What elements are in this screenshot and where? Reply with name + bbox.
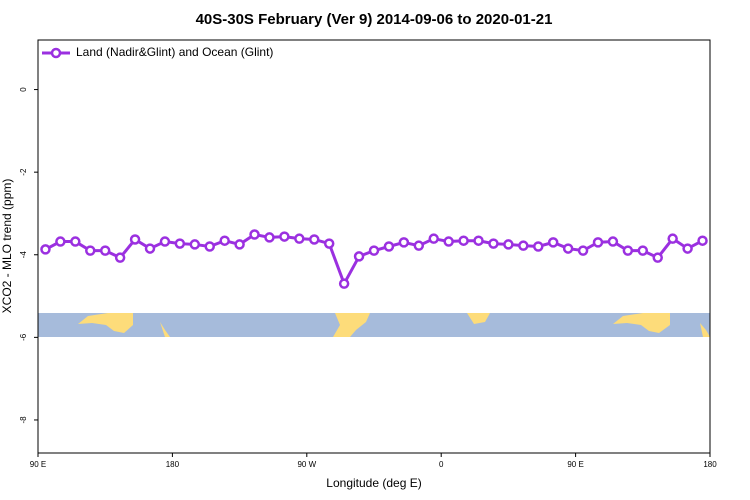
y-tick-label: 0 [19, 87, 28, 92]
x-tick-label: 0 [439, 460, 444, 469]
x-tick-label: 90 E [567, 460, 583, 469]
data-point [637, 245, 649, 256]
x-axis-label: Longitude (deg E) [326, 476, 421, 490]
data-point [129, 234, 141, 245]
chart-title: 40S-30S February (Ver 9) 2014-09-06 to 2… [196, 11, 553, 28]
data-point [279, 231, 290, 242]
data-point [473, 235, 484, 246]
data-point [562, 243, 574, 254]
data-point [249, 229, 260, 240]
data-point [368, 245, 380, 256]
data-point [682, 243, 693, 254]
data-point [189, 239, 201, 250]
plot-frame [37, 39, 711, 454]
y-tick-label: -8 [19, 416, 28, 424]
data-line [44, 232, 704, 288]
data-point [40, 244, 51, 255]
legend-marker [50, 47, 62, 59]
x-tick-label: 180 [166, 460, 180, 469]
data-point [607, 236, 619, 247]
data-point [219, 235, 230, 246]
y-axis-label: XCO2 - MLO trend (ppm) [0, 179, 14, 314]
data-point [592, 237, 604, 248]
data-point [353, 251, 365, 262]
x-tick-label: 180 [703, 460, 717, 469]
data-point [294, 233, 305, 244]
data-point [577, 245, 589, 256]
data-point [323, 238, 335, 249]
data-point [159, 236, 171, 247]
data-point [547, 237, 559, 248]
data-point [503, 239, 514, 250]
data-point [383, 241, 395, 252]
data-point [174, 238, 186, 249]
data-point [85, 245, 96, 256]
data-point [667, 233, 678, 244]
data-point [204, 241, 215, 252]
x-tick-label: 90 E [30, 460, 46, 469]
y-tick-label: -6 [19, 333, 28, 341]
data-point [264, 232, 275, 243]
data-point [144, 243, 156, 254]
data-point [488, 238, 499, 249]
data-point [99, 245, 111, 256]
map-strip [38, 313, 710, 337]
data-point [398, 237, 410, 248]
data-point [458, 235, 469, 246]
data-point [652, 252, 663, 263]
y-tick-label: -2 [19, 168, 28, 176]
data-point [533, 241, 544, 252]
data-point [70, 236, 81, 247]
data-point [234, 239, 245, 250]
data-point [55, 236, 66, 247]
legend-label: Land (Nadir&Glint) and Ocean (Glint) [76, 45, 273, 59]
data-point [413, 240, 425, 251]
data-point [697, 235, 708, 246]
data-point [622, 245, 634, 256]
data-point [114, 252, 126, 263]
data-point [338, 278, 350, 289]
data-point [428, 233, 439, 244]
data-point [518, 240, 529, 251]
y-tick-label: -4 [19, 251, 28, 259]
x-tick-label: 90 W [297, 460, 316, 469]
data-point [309, 234, 320, 245]
data-point [443, 236, 454, 247]
